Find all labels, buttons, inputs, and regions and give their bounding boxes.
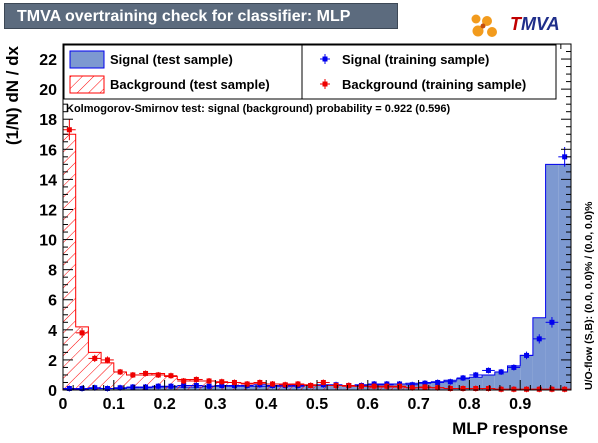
legend: Signal (test sample) Signal (training sam… (64, 45, 556, 99)
y-tick-label: 2 (48, 353, 57, 370)
background-train-point (308, 383, 313, 388)
y-tick-label: 20 (39, 82, 57, 99)
y-tick-label: 14 (39, 172, 57, 189)
background-train-point (562, 387, 567, 392)
signal-train-point (511, 365, 516, 370)
legend-label: Background (test sample) (110, 77, 270, 92)
logo-letter-t: T (510, 14, 521, 34)
signal-train-point (461, 375, 466, 380)
background-train-point (511, 387, 516, 392)
tmva-logo: TMVA (470, 10, 590, 40)
background-train-point (194, 377, 199, 382)
background-train-point (156, 372, 161, 377)
background-train-point (422, 384, 427, 389)
y-tick-label: 0 (48, 383, 57, 400)
signal-train-point (524, 353, 529, 358)
tmva-logo-text: TMVA (510, 14, 560, 35)
signal-train-point (156, 384, 161, 389)
signal-train-point (207, 384, 212, 389)
background-train-point (232, 380, 237, 385)
page-title: TMVA overtraining check for classifier: … (17, 8, 350, 26)
y-tick-label: 22 (39, 52, 57, 69)
ks-text: Kolmogorov-Smirnov test: signal (backgro… (66, 103, 450, 115)
signal-train-point (435, 380, 440, 385)
title-banner: TMVA overtraining check for classifier: … (4, 3, 398, 29)
signal-test-bar (546, 164, 559, 390)
x-tick-label: 0.1 (103, 396, 125, 413)
y-tick-label: 10 (39, 233, 57, 250)
background-train-point (143, 371, 148, 376)
legend-label: Signal (training sample) (342, 52, 489, 67)
x-tick-label: 0.3 (204, 396, 226, 413)
x-tick-label: 0 (59, 396, 68, 413)
y-tick-label: 6 (48, 293, 57, 310)
x-tick-label: 0.2 (153, 396, 175, 413)
signal-test-bar (533, 318, 546, 390)
background-train-point (359, 384, 364, 389)
y-tick-label: 12 (39, 202, 57, 219)
y-tick-label: 4 (48, 323, 57, 340)
background-train-point (410, 385, 415, 390)
logo-letters-mva: MVA (521, 14, 560, 34)
x-tick-label: 0.6 (357, 396, 379, 413)
legend-label: Signal (test sample) (110, 52, 233, 67)
background-train-point (105, 357, 110, 362)
background-train-point (321, 380, 326, 385)
background-train-point (257, 380, 262, 385)
tmva-dots-icon (470, 13, 506, 39)
legend-label: Background (training sample) (342, 77, 526, 92)
signal-train-point (118, 385, 123, 390)
background-train-point (80, 330, 85, 335)
y-tick-label: 18 (39, 112, 57, 129)
background-test-outline (63, 134, 571, 390)
legend-marker-point (323, 57, 328, 62)
background-train-point (92, 356, 97, 361)
background-train-point (270, 381, 275, 386)
x-tick-label: 0.8 (458, 396, 480, 413)
legend-swatch-signal-test (70, 51, 104, 68)
signal-test-outline (63, 164, 571, 390)
background-train-point (168, 373, 173, 378)
y-tick-label: 16 (39, 142, 57, 159)
y-axis-label: (1/N) dN / dx (3, 45, 22, 145)
background-train-point (207, 378, 212, 383)
x-tick-label: 0.5 (306, 396, 328, 413)
x-tick-label: 0.4 (255, 396, 277, 413)
y-tick-label: 8 (48, 263, 57, 280)
signal-train-point (473, 372, 478, 377)
signal-train-point (499, 369, 504, 374)
background-train-point (372, 384, 377, 389)
background-train-point (67, 127, 72, 132)
signal-train-point (448, 379, 453, 384)
background-train-point (219, 379, 224, 384)
uo-flow-text: U/O-flow (S,B): (0.0, 0.0)% / (0.0, 0.0)… (583, 201, 595, 390)
legend-swatch-background-test (70, 76, 104, 93)
signal-test-bar (520, 355, 533, 390)
signal-train-point (486, 368, 491, 373)
x-tick-label: 0.9 (509, 396, 531, 413)
legend-marker-point (323, 82, 328, 87)
x-tick-label: 0.7 (407, 396, 429, 413)
signal-train-point (549, 320, 554, 325)
background-train-point (524, 387, 529, 392)
x-axis-label: MLP response (452, 419, 568, 438)
signal-train-point (537, 336, 542, 341)
signal-train-point (168, 384, 173, 389)
background-train-point (181, 378, 186, 383)
background-train-point (130, 372, 135, 377)
background-train-point (118, 369, 123, 374)
